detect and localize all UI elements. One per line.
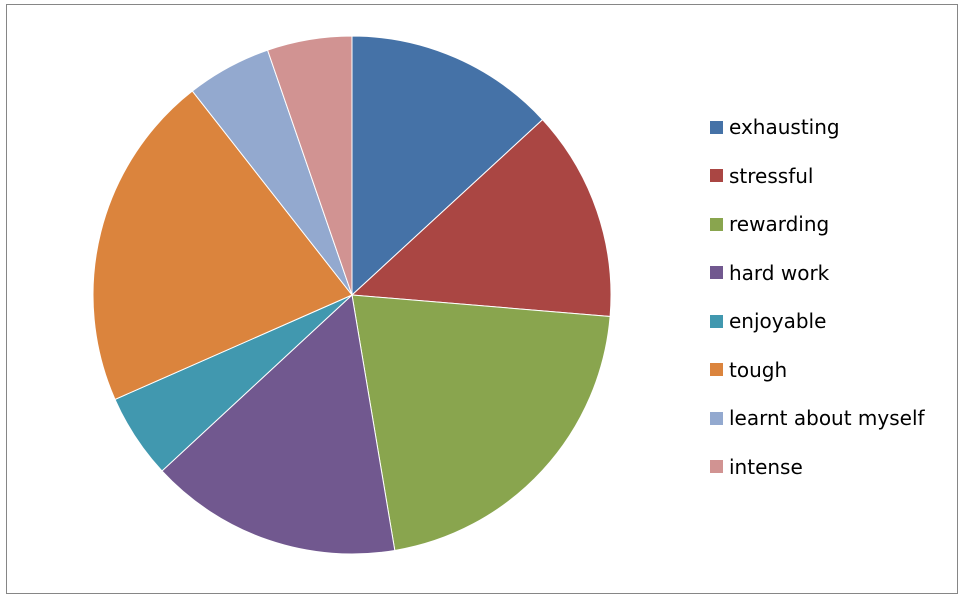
legend-label: rewarding <box>729 212 830 236</box>
legend-label: hard work <box>729 260 830 285</box>
legend-item-tough: tough <box>710 355 787 385</box>
legend-label: exhausting <box>729 115 840 139</box>
pie-slices <box>92 35 612 555</box>
legend-swatch <box>710 460 723 473</box>
legend-item-intense: intense <box>710 452 803 482</box>
legend-item-hard-work: hard work <box>710 258 829 288</box>
pie-slice-exhausting <box>351 35 544 297</box>
pie-slice-intense <box>266 35 353 296</box>
legend-swatch <box>710 120 723 134</box>
pie-slice-hard-work <box>161 294 396 555</box>
pie-slice-stressful <box>350 118 612 318</box>
legend-swatch <box>710 169 723 182</box>
legend-swatch <box>710 363 723 376</box>
legend-swatch <box>710 314 723 328</box>
pie-slice-tough <box>92 90 353 401</box>
legend-item-stressful: stressful <box>710 161 813 191</box>
legend-swatch <box>710 266 723 279</box>
legend-item-exhausting: exhausting <box>710 112 840 142</box>
legend-swatch <box>710 411 723 425</box>
legend-label: learnt about myself <box>729 406 925 430</box>
legend-label: intense <box>729 454 803 479</box>
pie-slice-rewarding <box>351 294 611 552</box>
legend-item-learnt-about-myself: learnt about myself <box>710 403 925 433</box>
legend-label: tough <box>729 357 788 382</box>
legend-swatch <box>710 217 723 231</box>
legend-item-rewarding: rewarding <box>710 209 829 239</box>
pie-chart <box>92 35 612 555</box>
legend-label: stressful <box>729 163 814 188</box>
legend-label: enjoyable <box>729 309 827 333</box>
legend-item-enjoyable: enjoyable <box>710 306 826 336</box>
